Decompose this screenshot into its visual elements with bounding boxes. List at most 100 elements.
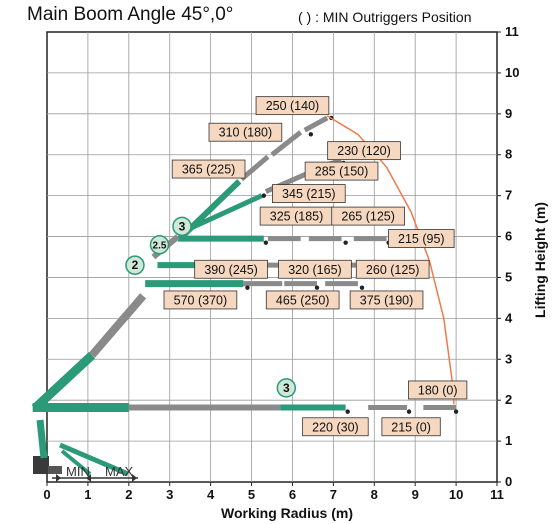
section-marker-text: 3 <box>283 381 290 395</box>
load-label-box <box>408 380 468 400</box>
hook-point <box>314 285 320 290</box>
y-tick-label: 3 <box>505 351 512 366</box>
y-tick-label: 9 <box>505 106 512 121</box>
y-tick-label: 6 <box>505 229 512 244</box>
load-label: 390 (245) <box>194 259 268 279</box>
outrigger-max-arm <box>59 442 129 477</box>
section-markers: 2 2.5 3 3 <box>125 216 297 398</box>
load-label: 265 (125) <box>331 206 405 226</box>
crane-column <box>36 419 48 459</box>
y-tick-label: 1 <box>505 433 512 448</box>
min-arrow-right <box>86 474 91 482</box>
hook-point <box>406 409 412 414</box>
load-label: 215 (95) <box>388 229 455 248</box>
load-label-box <box>194 259 268 279</box>
y-tick-label: 0 <box>505 474 512 489</box>
hook-point <box>261 193 267 198</box>
load-label: 465 (250) <box>265 290 340 310</box>
boom-raised-345 <box>189 193 263 231</box>
load-label-box <box>327 141 401 161</box>
load-label-box <box>355 259 430 279</box>
load-label-text: 345 (215) <box>282 187 336 201</box>
section-marker-m2: 2 <box>125 255 145 275</box>
max-arrow-right <box>132 474 137 482</box>
hook-point <box>359 285 365 290</box>
x-tick-label: 10 <box>449 487 463 502</box>
load-label: 220 (30) <box>302 417 369 437</box>
hook-point <box>345 409 350 414</box>
load-label: 285 (150) <box>304 161 379 181</box>
load-label-text: 260 (125) <box>366 263 420 277</box>
x-tick-label: 11 <box>490 487 504 502</box>
load-label-text: 285 (150) <box>315 165 369 179</box>
load-label-box <box>272 184 346 203</box>
min-arrow-left <box>56 474 61 482</box>
load-label-box <box>278 259 352 279</box>
load-label: 260 (125) <box>355 259 430 279</box>
x-tick-label: 8 <box>371 487 378 502</box>
load-label-text: 220 (30) <box>312 420 359 434</box>
hook-point <box>245 285 250 290</box>
load-label: 180 (0) <box>408 380 468 400</box>
plot-frame <box>46 31 498 483</box>
x-tick-label: 0 <box>43 487 50 502</box>
load-label: 345 (215) <box>272 184 346 203</box>
hook-point <box>453 409 459 414</box>
y-axis-label: Lifting Height (m) <box>532 202 548 318</box>
load-label-text: 325 (185) <box>270 210 324 224</box>
boom-raised-250 <box>303 115 329 133</box>
section-marker-text: 2 <box>132 258 139 272</box>
y-tick-label: 5 <box>505 269 512 284</box>
load-label-text: 230 (120) <box>337 144 391 158</box>
section-marker-circle <box>125 255 145 275</box>
load-label: 365 (225) <box>171 159 246 179</box>
y-tick-label: 10 <box>505 65 519 80</box>
chart-subtitle: ( ) : MIN Outriggers Position <box>298 9 472 25</box>
load-label-text: 465 (250) <box>276 293 330 307</box>
chart-title: Main Boom Angle 45°,0° <box>27 4 234 25</box>
boom-diagram <box>31 115 459 414</box>
load-label-box <box>304 161 379 181</box>
boom-raised-310b <box>270 130 303 157</box>
x-tick-label: 1 <box>84 487 91 502</box>
hook-point <box>308 132 314 137</box>
section-marker-m3a: 3 <box>172 216 192 237</box>
load-label: 250 (140) <box>255 96 330 116</box>
boom-raised-310a <box>239 154 270 182</box>
load-labels: 250 (140) 310 (180) 230 (120) 365 (225) 285 … <box>163 96 468 437</box>
load-label-text: 320 (165) <box>288 263 342 277</box>
load-label: 320 (165) <box>278 259 352 279</box>
x-tick-label: 3 <box>166 487 173 502</box>
load-label: 325 (185) <box>259 206 334 226</box>
x-tick-label: 4 <box>207 487 215 502</box>
section-marker-text: 2.5 <box>153 241 167 252</box>
section-marker-text: 3 <box>179 219 186 233</box>
y-tick-label: 8 <box>505 147 512 162</box>
crane-carrier <box>48 466 62 474</box>
section-marker-circle <box>172 216 192 237</box>
load-label-box <box>265 290 340 310</box>
outrigger-max-label: MAX <box>105 464 134 479</box>
load-label-text: 215 (0) <box>391 420 431 434</box>
load-label-text: 365 (225) <box>182 163 236 177</box>
load-label: 310 (180) <box>208 122 283 142</box>
hook-point <box>263 240 269 245</box>
load-label-text: 570 (370) <box>174 293 228 307</box>
x-tick-label: 6 <box>289 487 296 502</box>
section-marker-circle <box>149 234 170 255</box>
section-marker-m25: 2.5 <box>149 234 170 255</box>
load-label-text: 180 (0) <box>418 383 458 397</box>
load-label-text: 375 (190) <box>360 293 414 307</box>
x-axis-label: Working Radius (m) <box>221 505 353 521</box>
load-label-box <box>208 122 283 142</box>
y-tick-label: 4 <box>505 310 513 325</box>
load-label-text: 265 (125) <box>341 210 395 224</box>
section-marker-m3b: 3 <box>276 378 297 398</box>
load-label-box <box>349 290 424 310</box>
boom-inclined-base <box>31 351 96 412</box>
load-label-box <box>171 159 246 179</box>
outrigger-min-arm <box>60 449 92 476</box>
load-label-box <box>381 417 441 437</box>
